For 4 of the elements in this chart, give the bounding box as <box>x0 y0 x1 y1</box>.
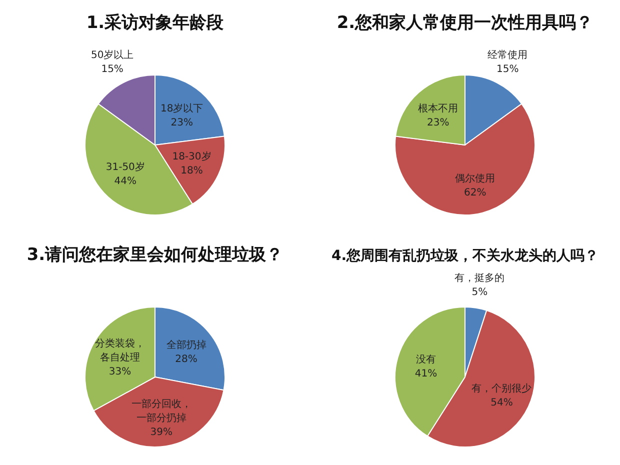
title: 1.采访对象年龄段 <box>86 13 224 33</box>
title: 2.您和家人常使用一次性用具吗？ <box>336 13 594 33</box>
title: 3.请问您在家里会如何处理垃圾？ <box>26 245 284 265</box>
title: 4.您周围有乱扔垃圾，不关水龙头的人吗？ <box>331 248 599 264</box>
